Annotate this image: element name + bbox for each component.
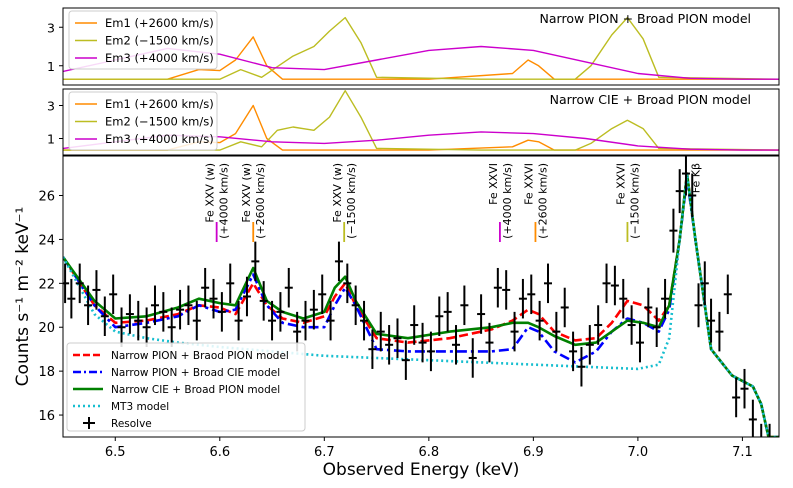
line-annotation-fe-xxvi-1500-km-s: Fe XXVI (−1500 km/s) <box>614 163 641 242</box>
y-tick-label: 1 <box>47 132 55 147</box>
line-label: Fe XXV (w) <box>204 163 217 223</box>
line-label: Fe XXVI <box>522 163 535 205</box>
panel-title: Narrow CIE + Broad PION model <box>550 92 751 107</box>
panel-main: 16 18 20 22 24 26 6.5 6.6 6.7 6.8 6.9 7.0 7.1 Observe… <box>13 155 780 480</box>
y-tick-label: 16 <box>38 409 55 424</box>
legend-label: Em2 (−1500 km/s) <box>105 115 214 129</box>
legend-middle: Em1 (+2600 km/s) Em2 (−1500 km/s) Em3 (+40… <box>68 91 218 151</box>
legend-label: Narrow PION + Broad CIE model <box>111 367 280 379</box>
series-em2-1500-km-s <box>63 16 779 80</box>
line-annotation-fe-xxvi-4000-km-s: Fe XXVI (+4000 km/s) <box>487 163 514 242</box>
series-resolve <box>63 156 771 437</box>
y-tick-label: 26 <box>38 190 55 205</box>
legend-box <box>66 342 306 432</box>
x-tick-label: 7.1 <box>732 445 753 460</box>
line-annotation-fe-xxv-w-4000-km-s: Fe XXV (w) (+4000 km/s) <box>204 163 231 242</box>
y-tick-label: 18 <box>38 365 55 380</box>
legend-top: Em1 (+2600 km/s) Em2 (−1500 km/s) Em3 (+40… <box>68 10 218 70</box>
line-label: Fe XXV (w) <box>331 163 344 223</box>
legend-label: Em1 (+2600 km/s) <box>105 16 214 30</box>
legend-label: Em3 (+4000 km/s) <box>105 51 214 65</box>
line-label: (+4000 km/s) <box>501 163 514 239</box>
line-label: (+4000 km/s) <box>218 163 231 239</box>
y-tick-label: 24 <box>38 233 55 248</box>
legend-label: Em1 (+2600 km/s) <box>105 97 214 111</box>
panel-middle: 1 3 Narrow CIE + Broad PION model Em1 (+260… <box>47 88 780 156</box>
x-tick-label: 6.9 <box>523 445 544 460</box>
axes-frame-top <box>62 7 780 86</box>
line-annotation-fe-xxvi-2600-km-s: Fe XXVI (+2600 km/s) <box>522 163 549 242</box>
legend-label: Em2 (−1500 km/s) <box>105 34 214 48</box>
line-label: (−1500 km/s) <box>345 163 358 239</box>
y-tick-label: 3 <box>47 99 55 114</box>
x-tick-label: 6.8 <box>418 445 439 460</box>
line-label: (+2600 km/s) <box>254 163 267 239</box>
legend-box <box>68 91 218 151</box>
line-label: Fe XXVI <box>614 163 627 205</box>
line-annotation-fe-xxv-w-2600-km-s: Fe XXV (w) (+2600 km/s) <box>240 163 267 242</box>
y-tick-label: 20 <box>38 321 55 336</box>
legend-box <box>68 10 218 70</box>
y-tick-label: 1 <box>47 59 55 74</box>
line-label: (−1500 km/s) <box>628 163 641 239</box>
x-axis-label: Observed Energy (keV) <box>323 460 520 480</box>
legend-label: Resolve <box>111 418 152 430</box>
legend-label: Narrow CIE + Broad PION model <box>111 384 280 396</box>
y-tick-label: 22 <box>38 277 55 292</box>
line-annotation-fe-k: Fe Kβ <box>689 163 702 193</box>
legend-main: Narrow PION + Braod PION model Narrow PIO… <box>66 342 306 432</box>
line-annotation-fe-xxv-w-1500-km-s: Fe XXV (w) (−1500 km/s) <box>331 163 358 242</box>
panel-top: 1 3 Narrow PION + Broad PION model Em1 (+26… <box>47 7 780 86</box>
y-tick-label: 3 <box>47 20 55 35</box>
y-axis-label: Counts s⁻¹ m⁻² keV⁻¹ <box>13 207 33 387</box>
legend-label: Narrow PION + Braod PION model <box>111 350 289 362</box>
legend-label: Em3 (+4000 km/s) <box>105 132 214 146</box>
panel-title: Narrow PION + Broad PION model <box>540 11 751 26</box>
x-tick-label: 6.5 <box>105 445 126 460</box>
series-em2-1500-km-s <box>63 90 779 151</box>
axes-frame-main <box>62 155 780 438</box>
axes-frame-middle <box>62 88 780 156</box>
x-tick-label: 6.7 <box>314 445 335 460</box>
line-label: Fe Kβ <box>689 163 702 193</box>
line-label: (+2600 km/s) <box>536 163 549 239</box>
legend-label: MT3 model <box>111 401 169 413</box>
x-tick-label: 6.6 <box>209 445 230 460</box>
line-label: Fe XXV (w) <box>240 163 253 223</box>
x-tick-label: 7.0 <box>628 445 649 460</box>
line-label: Fe XXVI <box>487 163 500 205</box>
